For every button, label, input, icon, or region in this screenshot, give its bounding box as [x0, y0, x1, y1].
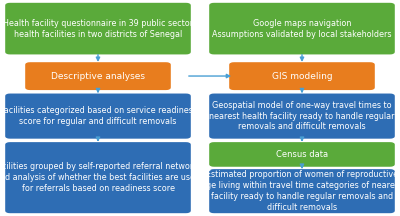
Text: and analysis of whether the best facilities are used: and analysis of whether the best facilit… [0, 173, 200, 182]
Text: score for regular and difficult removals: score for regular and difficult removals [19, 117, 177, 126]
FancyBboxPatch shape [209, 3, 395, 54]
FancyBboxPatch shape [5, 142, 191, 213]
Text: Census data: Census data [276, 150, 328, 159]
Text: Facilities grouped by self-reported referral networks: Facilities grouped by self-reported refe… [0, 162, 202, 171]
Text: Facilities categorized based on service readiness: Facilities categorized based on service … [0, 106, 196, 115]
Text: removals and difficult removals: removals and difficult removals [238, 122, 366, 132]
FancyBboxPatch shape [25, 62, 171, 90]
Text: Health facility questionnaire in 39 public sector
health facilities in two distr: Health facility questionnaire in 39 publ… [3, 19, 193, 39]
Text: nearest health facility ready to handle regular: nearest health facility ready to handle … [209, 112, 395, 121]
FancyBboxPatch shape [209, 94, 395, 139]
Text: facility ready to handle regular removals and: facility ready to handle regular removal… [211, 192, 393, 201]
FancyBboxPatch shape [229, 62, 375, 90]
FancyBboxPatch shape [209, 169, 395, 213]
Text: age living within travel time categories of nearest: age living within travel time categories… [202, 181, 400, 190]
Text: Google maps navigation
Assumptions validated by local stakeholders: Google maps navigation Assumptions valid… [212, 19, 392, 39]
Text: for referrals based on readiness score: for referrals based on readiness score [22, 184, 174, 193]
Text: Estimated proportion of women of reproductive: Estimated proportion of women of reprodu… [206, 170, 398, 179]
FancyBboxPatch shape [5, 94, 191, 139]
FancyBboxPatch shape [209, 142, 395, 167]
Text: GIS modeling: GIS modeling [272, 72, 332, 81]
FancyBboxPatch shape [5, 3, 191, 54]
Text: Descriptive analyses: Descriptive analyses [51, 72, 145, 81]
Text: Geospatial model of one-way travel times to: Geospatial model of one-way travel times… [212, 101, 392, 110]
Text: difficult removals: difficult removals [267, 203, 337, 212]
